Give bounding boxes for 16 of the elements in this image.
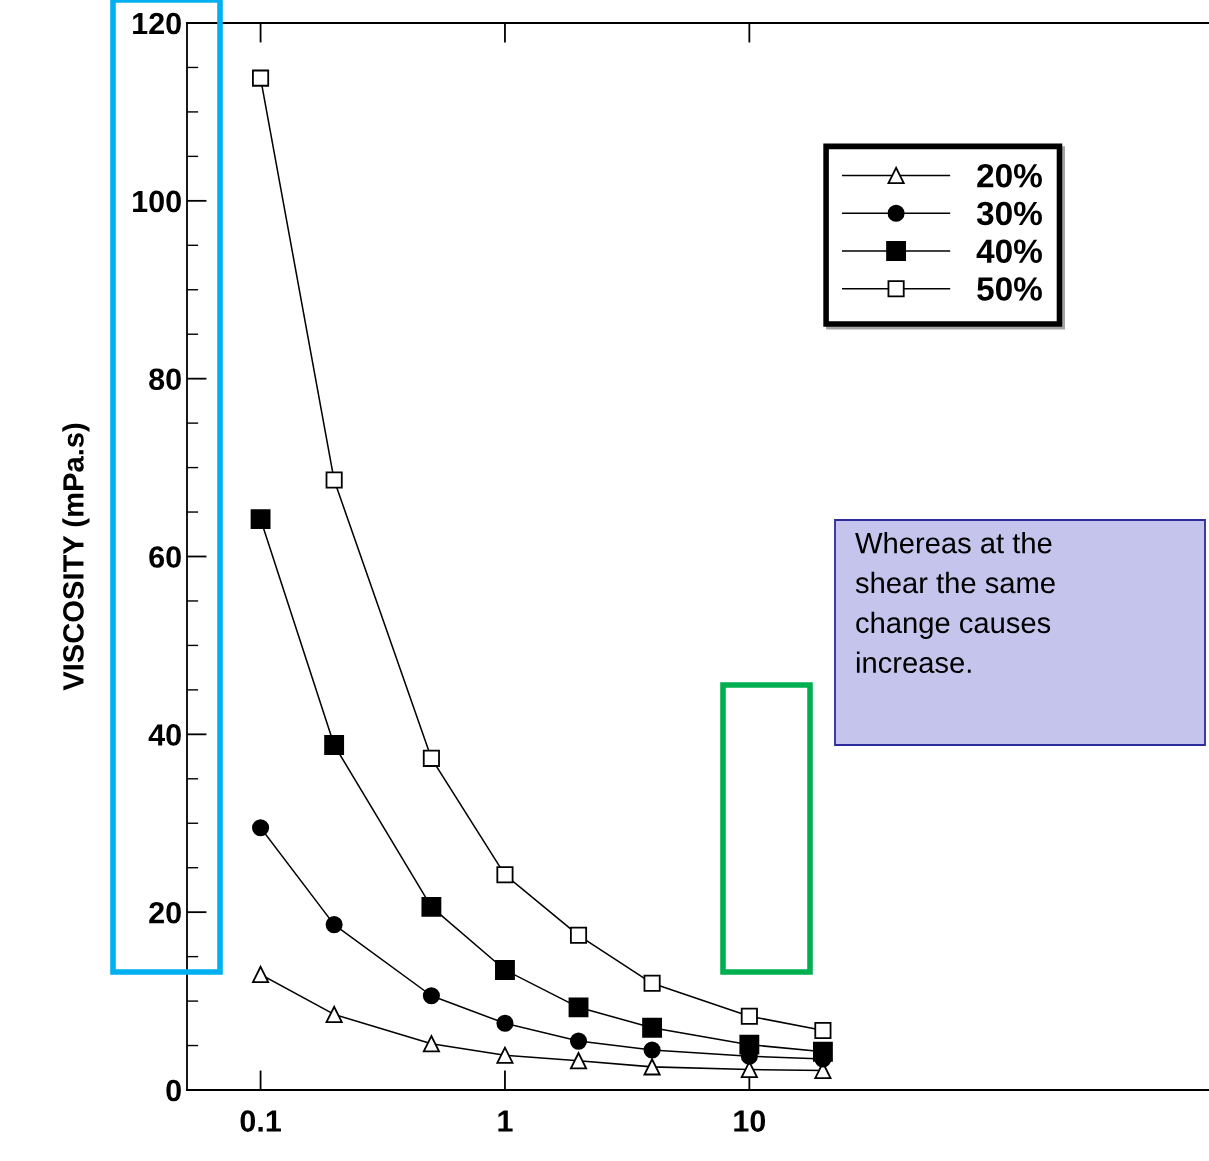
x-tick-label: 10 [734, 1110, 766, 1132]
x-tick-label: 0.1 [240, 1110, 281, 1132]
annotation: Whereas at the shear the same change causes increase. [855, 532, 1055, 674]
legend-label: 20% [977, 163, 1042, 188]
y-tick-label: 80 [149, 368, 181, 391]
y-tick-label: 20 [149, 901, 181, 924]
legend-label: 50% [977, 277, 1042, 301]
y-tick-label: 60 [149, 546, 181, 568]
y-axis-title: VISCOSITY (mPa.s) [62, 423, 90, 691]
y-tick-label: 0 [166, 1079, 181, 1102]
y-tick-label: 120 [133, 12, 181, 35]
legend-label: 40% [976, 239, 1042, 263]
y-tick-label: 100 [133, 190, 181, 213]
x-tick-label: 1 [498, 1110, 513, 1132]
y-tick-label: 40 [148, 724, 181, 746]
legend-label: 30% [976, 201, 1042, 226]
